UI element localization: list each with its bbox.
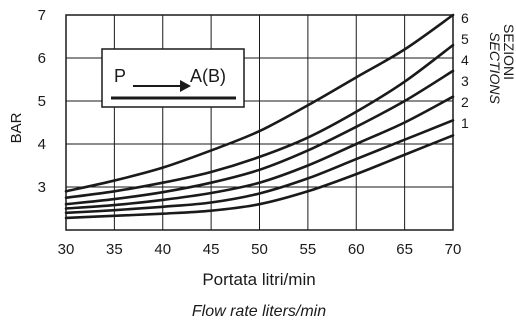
series-line-section-4: [64, 69, 455, 206]
series-label-section-3: 3: [461, 73, 469, 89]
x-tick-label: 40: [154, 241, 171, 258]
x-tick-label: 35: [106, 241, 123, 258]
x-tick-label: 65: [396, 241, 413, 258]
series-line-section-3: [64, 95, 455, 210]
series-line-section-5: [64, 43, 455, 200]
series-labels: 1 2 3 4 5 6: [461, 10, 469, 131]
series-line-section-6: [64, 13, 455, 193]
x-axis-label-english: Flow rate liters/min: [192, 303, 326, 320]
series-label-section-2: 2: [461, 94, 469, 110]
series-line-section-1: [64, 134, 455, 220]
plot-frame: [65, 14, 454, 231]
series-group: [64, 13, 455, 220]
x-axis-label: Portata litri/min: [202, 270, 315, 289]
x-tick-label: 55: [300, 241, 317, 258]
flow-arrow-head-icon: [180, 80, 191, 92]
flow-box-to: A(B): [190, 66, 226, 86]
x-tick-labels: 30 35 40 45 50 55 60 65 70: [58, 241, 462, 258]
y-tick-label: 7: [38, 7, 46, 24]
flow-box-from: P: [114, 66, 126, 86]
y-tick-label: 5: [38, 93, 46, 110]
x-tick-label: 30: [58, 241, 75, 258]
y-tick-labels: 3 4 5 6 7: [38, 7, 46, 196]
y-tick-label: 6: [38, 50, 46, 67]
y-tick-label: 4: [38, 136, 46, 153]
x-tick-label: 45: [203, 241, 220, 258]
y-tick-label: 3: [38, 179, 46, 196]
series-label-section-6: 6: [461, 10, 469, 26]
y-axis-label: BAR: [8, 112, 25, 143]
series-label-section-5: 5: [461, 31, 469, 47]
x-tick-label: 70: [445, 241, 462, 258]
sections-label-english: SECTIONS: [487, 32, 503, 104]
series-label-section-1: 1: [461, 115, 469, 131]
x-tick-label: 50: [251, 241, 268, 258]
flow-direction-box: P A(B): [101, 48, 245, 108]
x-tick-label: 60: [348, 241, 365, 258]
series-line-section-2: [64, 119, 455, 215]
sections-label: SEZIONI: [501, 24, 516, 80]
series-label-section-4: 4: [461, 52, 469, 68]
